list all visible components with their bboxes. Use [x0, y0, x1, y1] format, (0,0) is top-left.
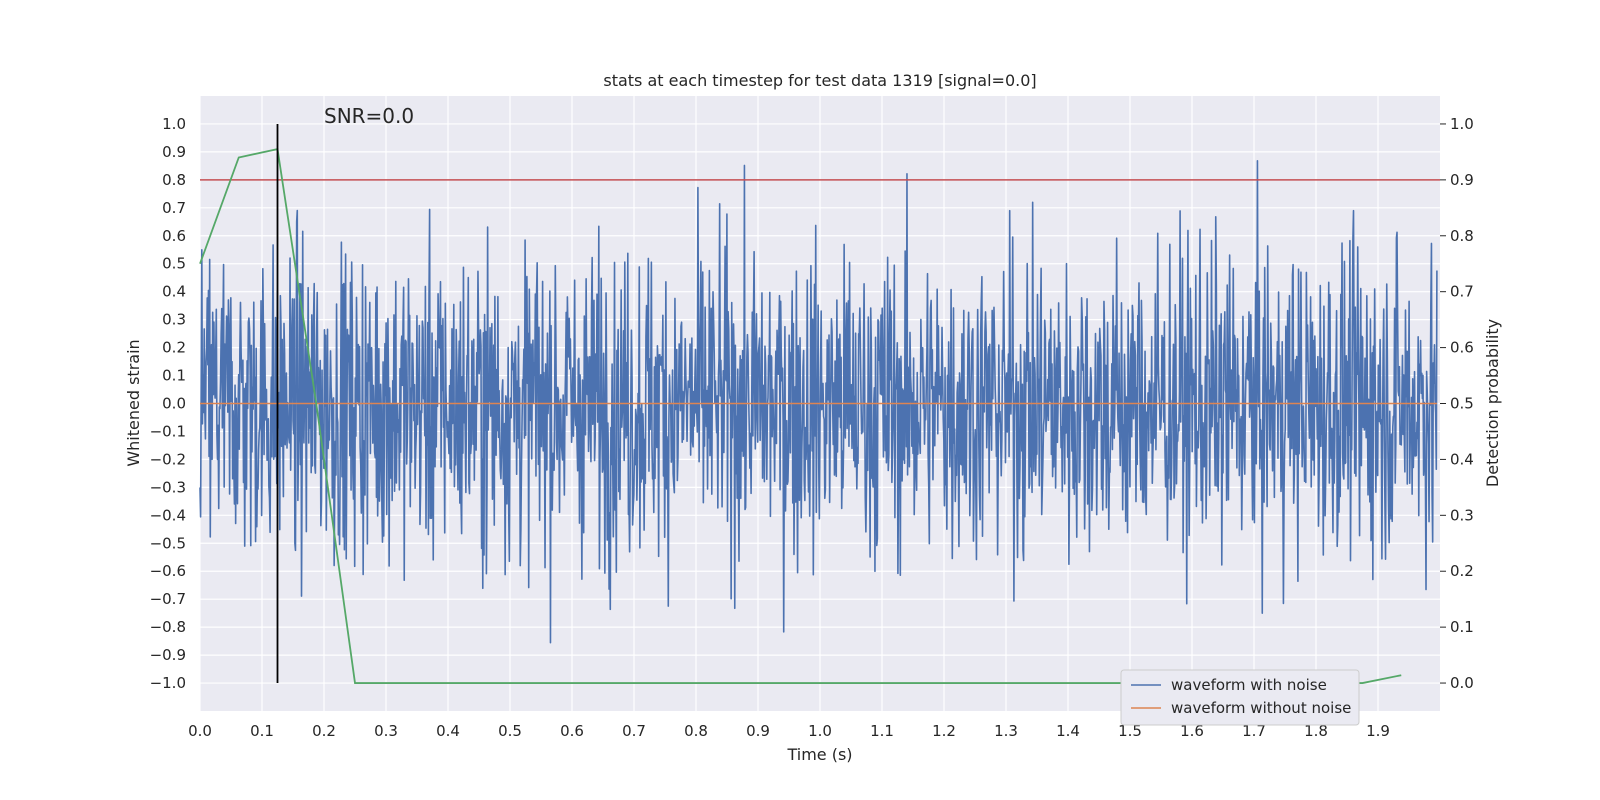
chart-title: stats at each timestep for test data 131…: [603, 71, 1036, 90]
legend-label-noise: waveform with noise: [1171, 676, 1327, 694]
x-tick-label: 1.5: [1118, 722, 1142, 740]
y2-tick-label: 0.3: [1450, 506, 1474, 524]
x-tick-label: 0.8: [684, 722, 708, 740]
y2-axis-label: Detection probability: [1483, 319, 1502, 487]
x-axis-label: Time (s): [786, 745, 852, 764]
y-axis-label: Whitened strain: [124, 339, 143, 466]
y-tick-label: −0.5: [150, 534, 186, 552]
snr-annotation: SNR=0.0: [324, 104, 414, 128]
y-tick-label: −0.1: [150, 422, 186, 440]
x-tick-label: 1.3: [994, 722, 1018, 740]
series-waveform-with-noise: [199, 159, 1438, 644]
x-tick-label: 0.2: [312, 722, 336, 740]
y-tick-label: 0.4: [162, 283, 186, 301]
y-tick-label: 0.5: [162, 255, 186, 273]
x-tick-label: 0.9: [746, 722, 770, 740]
x-tick-label: 1.6: [1180, 722, 1204, 740]
x-tick-label: 0.6: [560, 722, 584, 740]
y2-tick-label: 0.6: [1450, 339, 1474, 357]
y-tick-label: −1.0: [150, 674, 186, 692]
x-tick-label: 1.8: [1304, 722, 1328, 740]
y-tick-label: −0.9: [150, 646, 186, 664]
y2-tick-label: 0.4: [1450, 450, 1474, 468]
x-tick-label: 1.1: [870, 722, 894, 740]
x-tick-label: 1.4: [1056, 722, 1080, 740]
y-tick-label: −0.6: [150, 562, 186, 580]
y-tick-label: −0.7: [150, 590, 186, 608]
series-detection-probability: [199, 148, 1402, 684]
y-tick-label: −0.2: [150, 450, 186, 468]
y-tick-label: 0.8: [162, 171, 186, 189]
y-tick-label: 0.7: [162, 199, 186, 217]
y-tick-label: 0.2: [162, 339, 186, 357]
x-tick-label: 1.9: [1366, 722, 1390, 740]
x-tick-label: 0.7: [622, 722, 646, 740]
legend-box: [1120, 669, 1360, 726]
y-tick-label: 0.0: [162, 395, 186, 413]
x-tick-label: 1.7: [1242, 722, 1266, 740]
x-tick-label: 0.0: [188, 722, 212, 740]
y2-tick-label: 0.7: [1450, 283, 1474, 301]
y-tick-label: 1.0: [162, 115, 186, 133]
y2-tick-label: 0.5: [1450, 395, 1474, 413]
y-tick-label: 0.6: [162, 227, 186, 245]
x-tick-label: 1.2: [932, 722, 956, 740]
legend: waveform with noise waveform without noi…: [1120, 669, 1360, 726]
y2-tick-label: 0.0: [1450, 674, 1474, 692]
y2-tick-label: 0.8: [1450, 227, 1474, 245]
y2-tick-label: 1.0: [1450, 115, 1474, 133]
y2-tick-label: 0.9: [1450, 171, 1474, 189]
y-tick-label: 0.3: [162, 311, 186, 329]
x-tick-label: 0.3: [374, 722, 398, 740]
y-tick-label: −0.8: [150, 618, 186, 636]
x-tick-label: 0.5: [498, 722, 522, 740]
y-tick-label: 0.9: [162, 143, 186, 161]
y-tick-label: 0.1: [162, 367, 186, 385]
y2-tick-label: 0.2: [1450, 562, 1474, 580]
x-tick-label: 0.1: [250, 722, 274, 740]
series-layer: [199, 123, 1440, 684]
y-tick-label: −0.4: [150, 506, 186, 524]
ticks: 0.0 0.1 0.2 0.3 0.4 0.5 0.6 0.7 0.8 0.9 1.0 1.1 1.2 1…: [150, 115, 1474, 740]
y-tick-label: −0.3: [150, 478, 186, 496]
x-tick-label: 1.0: [808, 722, 832, 740]
legend-label-clean: waveform without noise: [1171, 699, 1351, 717]
y2-tick-label: 0.1: [1450, 618, 1474, 636]
x-tick-label: 0.4: [436, 722, 460, 740]
